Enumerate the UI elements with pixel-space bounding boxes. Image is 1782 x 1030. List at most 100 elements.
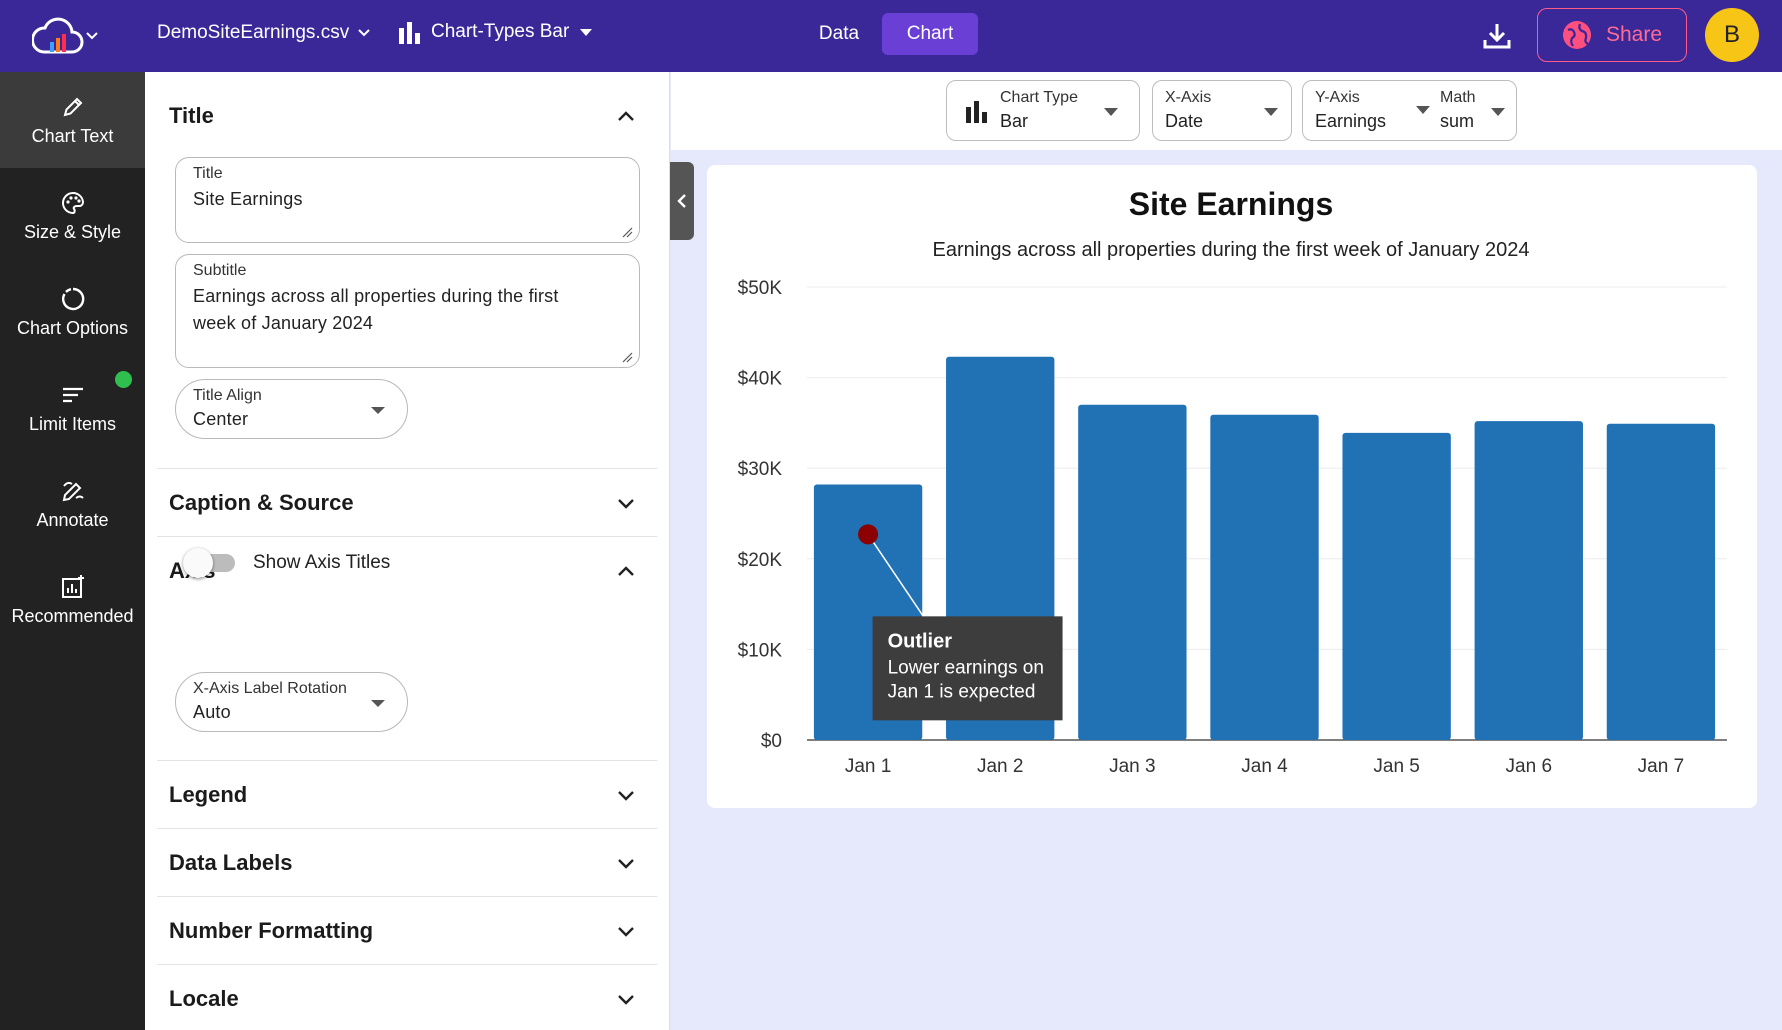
y-tick-label: $0 bbox=[761, 731, 782, 752]
annotation-box bbox=[872, 616, 1063, 721]
section-divider bbox=[157, 760, 657, 761]
download-button[interactable] bbox=[1480, 19, 1514, 53]
app-logo-menu[interactable] bbox=[32, 8, 104, 64]
limit-lines-icon bbox=[62, 387, 83, 402]
x-axis-select-label: X-Axis bbox=[1165, 89, 1212, 106]
sidebar-item-limit-items[interactable]: Limit Items bbox=[0, 360, 145, 456]
title-align-select[interactable]: Title Align Center bbox=[175, 379, 408, 439]
chevron-down-icon bbox=[618, 499, 634, 509]
x-tick-label: Jan 7 bbox=[1638, 756, 1684, 777]
globe-icon bbox=[1562, 21, 1591, 49]
chevron-down-icon bbox=[86, 32, 98, 40]
x-tick-label: Jan 5 bbox=[1373, 756, 1419, 777]
annotation-title: Outlier bbox=[888, 630, 953, 652]
bar bbox=[1078, 404, 1187, 740]
sidebar-item-annotate[interactable]: Annotate bbox=[0, 456, 145, 552]
section-caption-heading: Caption & Source bbox=[169, 490, 354, 515]
y-tick-label: $10K bbox=[738, 640, 783, 661]
caret-down-icon bbox=[580, 29, 593, 36]
left-sidebar: Chart Text Size & Style Chart Options Li… bbox=[0, 72, 145, 1030]
subtitle-line-1: Earnings across all properties during th… bbox=[193, 286, 559, 306]
sidebar-item-label: Chart Text bbox=[31, 125, 114, 146]
section-data-labels-heading: Data Labels bbox=[169, 850, 293, 875]
title-field-value: Site Earnings bbox=[193, 189, 303, 209]
section-locale-header[interactable]: Locale bbox=[169, 979, 635, 1019]
sidebar-item-label: Limit Items bbox=[28, 413, 116, 434]
bar bbox=[1474, 421, 1583, 740]
section-axis-header[interactable]: Axis bbox=[169, 551, 635, 591]
bar-chart-icon bbox=[966, 101, 987, 123]
chevron-down-icon bbox=[618, 859, 634, 869]
user-avatar[interactable]: B bbox=[1705, 8, 1759, 62]
section-title-heading: Title bbox=[169, 103, 214, 128]
section-number-formatting-heading: Number Formatting bbox=[169, 918, 374, 943]
annotate-icon bbox=[62, 481, 84, 501]
sidebar-item-size-style[interactable]: Size & Style bbox=[0, 168, 145, 264]
section-caption-header[interactable]: Caption & Source bbox=[169, 483, 635, 523]
cloud-chart-logo-icon bbox=[32, 17, 84, 54]
section-divider bbox=[157, 828, 657, 829]
chevron-left-icon bbox=[677, 194, 686, 208]
chevron-down-icon bbox=[358, 29, 370, 37]
file-dropdown[interactable]: DemoSiteEarnings.csv bbox=[157, 22, 371, 44]
sidebar-item-label: Annotate bbox=[36, 509, 109, 530]
y-tick-label: $30K bbox=[738, 459, 783, 480]
title-field[interactable]: Title Site Earnings bbox=[175, 157, 640, 243]
chart-subtitle: Earnings across all properties during th… bbox=[933, 239, 1530, 261]
subtitle-field-value: Earnings across all properties during th… bbox=[193, 283, 559, 337]
section-title-header[interactable]: Title bbox=[169, 96, 635, 136]
chart-type-dropdown[interactable]: Chart-Types Bar bbox=[397, 20, 593, 44]
math-select-value: sum bbox=[1440, 111, 1475, 131]
section-divider bbox=[157, 964, 657, 965]
x-tick-label: Jan 3 bbox=[1109, 756, 1155, 777]
chart-type-select[interactable]: Chart Type Bar bbox=[946, 80, 1140, 141]
chevron-down-icon bbox=[618, 927, 634, 937]
caret-down-icon bbox=[1104, 108, 1118, 116]
chevron-down-icon bbox=[618, 995, 634, 1005]
section-divider bbox=[157, 468, 657, 469]
rotation-label: X-Axis Label Rotation bbox=[193, 680, 347, 697]
share-button[interactable]: Share bbox=[1537, 8, 1687, 62]
subtitle-line-2: week of January 2024 bbox=[193, 313, 374, 333]
chevron-up-icon bbox=[618, 566, 634, 576]
sidebar-item-label: Size & Style bbox=[23, 221, 122, 242]
x-axis-select[interactable]: X-Axis Date bbox=[1152, 80, 1292, 141]
sidebar-item-chart-options[interactable]: Chart Options bbox=[0, 264, 145, 360]
sidebar-item-recommended[interactable]: Recommended bbox=[0, 552, 145, 648]
resize-handle-icon[interactable] bbox=[621, 351, 633, 363]
recommended-icon bbox=[61, 574, 84, 598]
show-axis-titles-toggle[interactable] bbox=[183, 548, 237, 578]
annotation-dot bbox=[858, 524, 879, 545]
section-divider bbox=[157, 896, 657, 897]
x-axis-select-value: Date bbox=[1165, 111, 1204, 131]
chart-type-select-label: Chart Type bbox=[1000, 89, 1078, 106]
x-tick-label: Jan 2 bbox=[977, 756, 1023, 777]
palette-icon bbox=[61, 191, 84, 214]
y-tick-label: $20K bbox=[738, 550, 783, 571]
bar bbox=[1210, 414, 1319, 740]
title-field-label: Title bbox=[193, 165, 223, 182]
collapse-panel-button[interactable] bbox=[670, 162, 694, 240]
section-number-formatting-header[interactable]: Number Formatting bbox=[169, 911, 635, 951]
subtitle-field[interactable]: Subtitle Earnings across all properties … bbox=[175, 254, 640, 368]
annotation-text-line: Lower earnings on bbox=[888, 657, 1044, 678]
x-axis-label-rotation-select[interactable]: X-Axis Label Rotation Auto bbox=[175, 672, 408, 732]
subtitle-field-label: Subtitle bbox=[193, 262, 247, 279]
resize-handle-icon[interactable] bbox=[621, 226, 633, 238]
section-divider bbox=[157, 536, 657, 537]
section-legend-heading: Legend bbox=[169, 782, 248, 807]
caret-down-icon bbox=[1491, 108, 1505, 116]
y-axis-select[interactable]: Y-Axis Earnings Math sum bbox=[1302, 80, 1517, 141]
bar bbox=[1342, 432, 1451, 740]
sidebar-item-label: Chart Options bbox=[16, 317, 129, 338]
tab-chart[interactable]: Chart bbox=[882, 13, 978, 55]
section-data-labels-header[interactable]: Data Labels bbox=[169, 843, 635, 883]
sidebar-item-chart-text[interactable]: Chart Text bbox=[0, 72, 145, 168]
tab-data[interactable]: Data bbox=[818, 23, 860, 44]
title-align-value: Center bbox=[193, 409, 249, 429]
chart-title: Site Earnings bbox=[1129, 186, 1334, 222]
sidebar-item-label: Recommended bbox=[11, 605, 134, 626]
status-indicator-dot bbox=[115, 371, 132, 388]
chevron-down-icon bbox=[618, 791, 634, 801]
section-legend-header[interactable]: Legend bbox=[169, 775, 635, 815]
